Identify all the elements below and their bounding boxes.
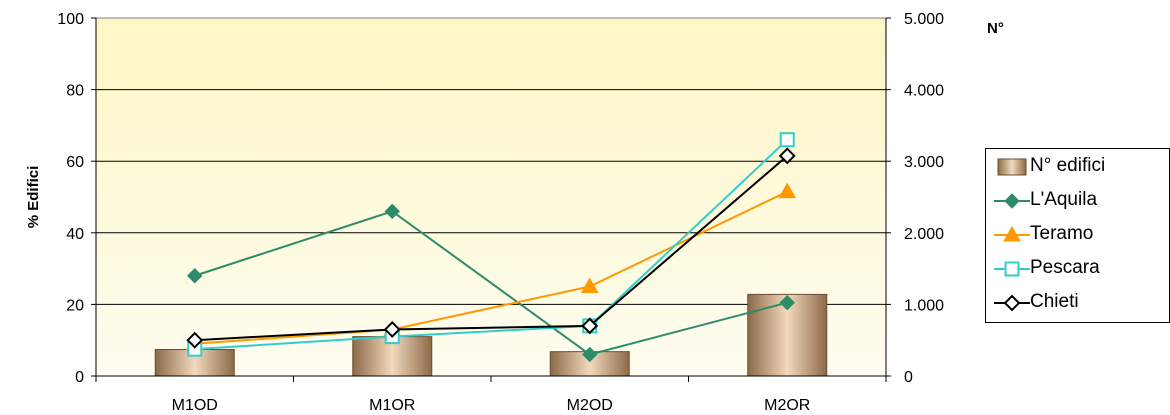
x-tick-label: M2OD [567, 397, 613, 414]
x-tick-label: M1OD [172, 397, 218, 414]
legend-marker [1003, 225, 1021, 242]
legend-swatch [997, 158, 1027, 176]
series-line [194, 190, 788, 345]
legend-marker [1003, 294, 1021, 312]
legend-swatch [994, 294, 1030, 312]
legend-label: Teramo [1030, 223, 1094, 244]
y-tick-label: 80 [66, 83, 84, 100]
series-line [194, 155, 788, 342]
data-point [779, 132, 795, 148]
series-line [194, 210, 788, 356]
data-point [580, 277, 599, 293]
data-point [778, 182, 797, 199]
data-point [187, 268, 203, 284]
y2-tick-label: 3.000 [904, 154, 944, 171]
x-tick-label: M1OR [369, 397, 415, 414]
x-tick-label: M2OR [764, 397, 810, 414]
y-tick-label: 100 [57, 11, 84, 28]
y2-tick-label: 5.000 [904, 11, 944, 28]
y-tick-label: 40 [66, 226, 84, 243]
data-point [582, 346, 598, 363]
y2-tick-label: 1.000 [904, 297, 944, 314]
y2-tick-label: 0 [904, 369, 913, 386]
y-tick-label: 20 [66, 297, 84, 314]
legend-item: Teramo [986, 220, 1170, 250]
y2-axis-label: N° [987, 20, 1004, 37]
data-point [779, 294, 795, 311]
legend-label: L'Aquila [1030, 189, 1098, 210]
data-point [581, 317, 599, 335]
legend-swatch [994, 225, 1030, 242]
legend: N° edifici L'Aquila Teramo Pescara Chieti [985, 148, 1170, 323]
data-point [186, 331, 204, 349]
y2-tick-label: 4.000 [904, 83, 944, 100]
y2-tick-label: 2.000 [904, 226, 944, 243]
data-point [778, 147, 796, 165]
legend-item: L'Aquila [986, 186, 1170, 216]
y-tick-label: 60 [66, 154, 84, 171]
legend-marker [1004, 193, 1020, 209]
legend-swatch [994, 193, 1030, 209]
legend-marker [1004, 261, 1020, 277]
data-point [384, 203, 400, 220]
legend-item: Chieti [986, 288, 1170, 318]
legend-label: N° edifici [1030, 155, 1106, 176]
legend-bar-swatch [997, 158, 1027, 176]
data-point [383, 321, 401, 338]
legend-label: Chieti [1030, 291, 1079, 312]
legend-item: Pescara [986, 254, 1170, 284]
y-axis-label: % Edifici [25, 166, 42, 229]
series-line [194, 138, 788, 351]
y-tick-label: 0 [75, 369, 84, 386]
legend-item: N° edifici [986, 152, 1170, 182]
legend-swatch [994, 261, 1030, 277]
legend-label: Pescara [1030, 257, 1100, 278]
